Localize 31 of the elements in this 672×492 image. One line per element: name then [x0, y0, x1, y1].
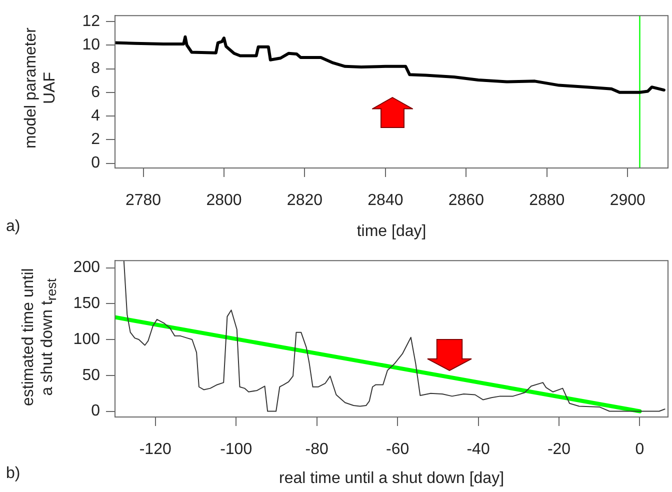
- y-tick-label: 10: [82, 36, 100, 54]
- x-tick-label: -40: [466, 441, 490, 458]
- x-tick-label: -60: [386, 441, 410, 458]
- x-tick-label: 2900: [610, 192, 646, 210]
- x-tick-label: -20: [547, 441, 571, 458]
- y-tick-label: 8: [91, 60, 100, 78]
- x-axis-title: time [day]: [356, 222, 426, 240]
- x-tick-label: 2820: [286, 192, 323, 210]
- y-tick-label: 100: [73, 330, 100, 348]
- y-tick-label: 12: [82, 12, 100, 30]
- x-tick-label: -120: [139, 441, 172, 458]
- y-axis-title: model parameter UAF: [20, 28, 59, 148]
- x-tick-label: -80: [305, 441, 328, 458]
- y-tick-label: 50: [82, 366, 100, 384]
- y-tick-label: 0: [91, 154, 100, 172]
- x-tick-label: 2860: [448, 192, 484, 210]
- text: a): [6, 218, 20, 236]
- y-tick-label: 150: [73, 295, 100, 312]
- x-axis-title: real time until a shut down [day]: [278, 470, 504, 487]
- y-tick-label: 0: [91, 402, 100, 420]
- y-tick-label: 2: [91, 131, 100, 148]
- y-tick-label: 4: [91, 107, 100, 124]
- x-tick-label: -100: [220, 441, 252, 458]
- text: b): [6, 465, 20, 483]
- y-tick-label: 200: [73, 259, 100, 276]
- x-tick-label: 2800: [206, 192, 242, 210]
- x-tick-label: 0: [635, 441, 644, 458]
- x-tick-label: 2880: [529, 192, 565, 210]
- y-tick-label: 6: [91, 84, 100, 101]
- x-tick-label: 2780: [125, 192, 162, 210]
- x-tick-label: 2840: [368, 192, 404, 210]
